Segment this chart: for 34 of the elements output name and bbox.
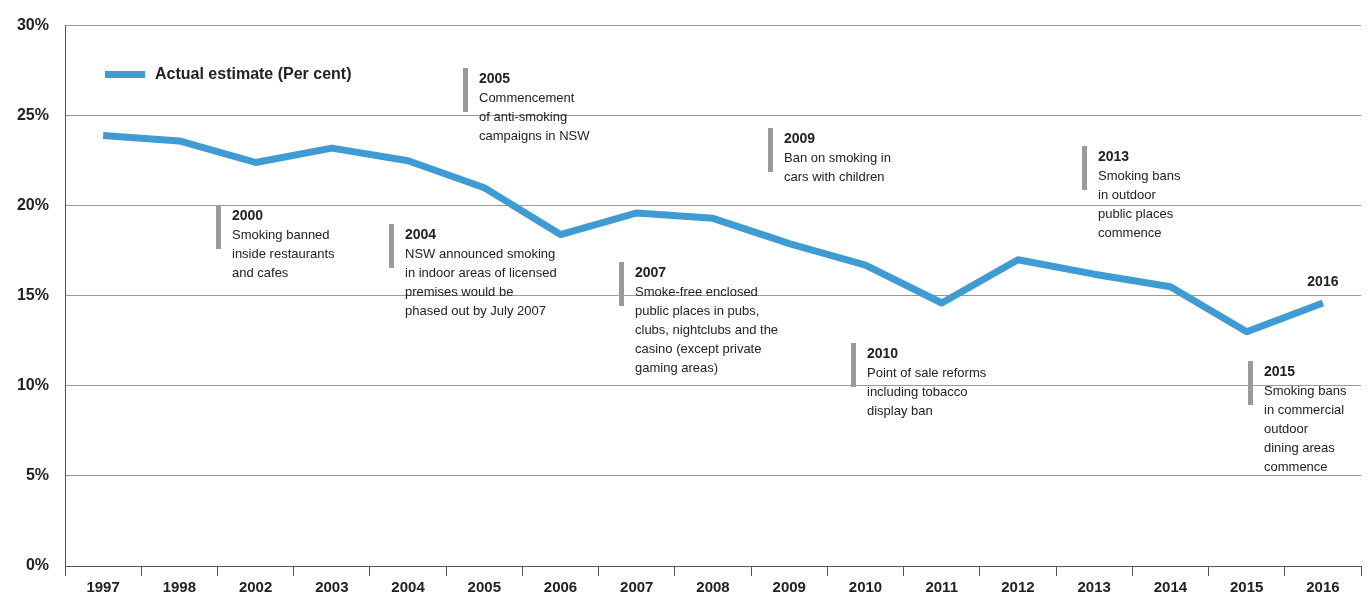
x-tick-label: 2012 — [1001, 578, 1035, 596]
y-tick-label: 0% — [25, 556, 49, 574]
annotation: 2016 — [1307, 272, 1339, 289]
annotation: 2007 Smoke-free enclosed public places in pubs, clubs, nightclubs and the casino (except private gaming areas) — [635, 263, 779, 375]
x-tick-label: 2010 — [848, 578, 883, 596]
x-tick-label: 2014 — [1153, 578, 1188, 596]
y-tick-label: 15% — [16, 286, 49, 304]
annotation: 2000 Smoking banned inside restaurants and cafes — [232, 206, 336, 280]
x-tick-label: 2016 — [1306, 578, 1340, 596]
x-tick-label: 2009 — [772, 578, 806, 596]
annotation: 2015 Smoking bans in commercial outdoor dining areas commence — [1264, 362, 1347, 474]
annotation: 2005 Commencement of anti-smoking campaigns in NSW — [479, 69, 591, 143]
x-tick-label: 2006 — [543, 578, 578, 596]
y-tick-label: 30% — [16, 16, 49, 34]
x-tick-label: 2002 — [238, 578, 273, 596]
annotation: 2004 NSW announced smoking in indoor areas of licensed premises would be phased out by July 2007 — [405, 225, 557, 318]
annotation: 2013 Smoking bans in outdoor public places commence — [1098, 147, 1181, 240]
x-tick-label: 2007 — [620, 578, 654, 596]
legend-label: Actual estimate (Per cent) — [155, 65, 352, 83]
x-tick-label: 2015 — [1229, 578, 1264, 596]
y-tick-label: 10% — [16, 376, 49, 394]
annotation: 2009 Ban on smoking in cars with children — [784, 129, 891, 184]
x-tick-label: 2004 — [391, 578, 426, 596]
annotation: 2010 Point of sale reforms including tobacco display ban — [867, 344, 987, 418]
y-tick-label: 25% — [16, 106, 49, 124]
y-tick-label: 5% — [25, 466, 49, 484]
x-tick-label: 2003 — [315, 578, 349, 596]
y-tick-label: 20% — [16, 196, 49, 214]
x-tick-label: 2011 — [925, 578, 958, 596]
x-tick-label: 1998 — [162, 578, 197, 596]
x-tick-label: 2008 — [696, 578, 730, 596]
x-tick-label: 1997 — [86, 578, 120, 596]
x-tick-label: 2005 — [467, 578, 501, 596]
x-tick-label: 2013 — [1077, 578, 1111, 596]
